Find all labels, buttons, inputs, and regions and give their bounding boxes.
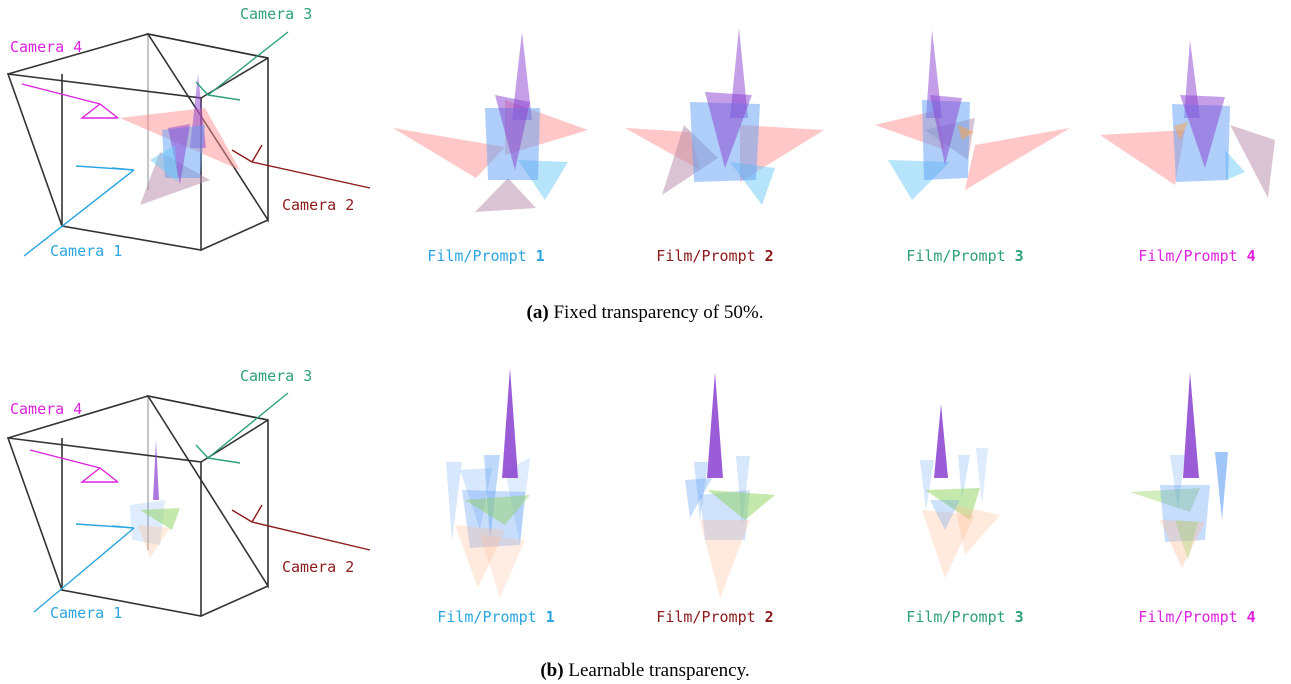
camera-box-a	[6, 32, 269, 251]
camera-3-label: Camera 3	[240, 367, 312, 385]
film-label-prefix: Film/Prompt	[1138, 608, 1246, 626]
film-label-b-2: Film/Prompt 2	[656, 608, 773, 626]
camera-4-label: Camera 4	[10, 38, 82, 56]
caption-a: (a) Fixed transparency of 50%.	[527, 302, 764, 323]
film-render-b-2	[685, 372, 775, 598]
camera-3-label: Camera 3	[240, 5, 312, 23]
caption-b: (b) Learnable transparency.	[540, 660, 749, 681]
camera-1-arrow	[33, 523, 135, 613]
camera-arrows-a	[21, 31, 371, 257]
film-render-b-4	[1130, 372, 1228, 568]
camera-1-label: Camera 1	[50, 604, 122, 622]
film-render-a-2	[625, 28, 824, 205]
panel-b: Camera 4 Camera 3 Camera 2 Camera 1	[6, 367, 1256, 681]
camera-1-label: Camera 1	[50, 242, 122, 260]
film-label-prefix: Film/Prompt	[656, 247, 764, 265]
film-label-b-1: Film/Prompt 1	[437, 608, 554, 626]
film-label-a-2: Film/Prompt 2	[656, 247, 773, 265]
film-render-a-3	[875, 30, 1070, 200]
scene-in-box-b	[130, 440, 180, 558]
camera-3-arrow	[195, 392, 289, 464]
film-label-prefix: Film/Prompt	[906, 247, 1014, 265]
film-render-a-1	[393, 32, 588, 212]
camera-2-arrow	[231, 504, 371, 551]
camera-4-arrow	[21, 83, 119, 119]
caption-a-text: Fixed transparency of 50%.	[549, 302, 764, 323]
film-label-a-1: Film/Prompt 1	[427, 247, 544, 265]
film-label-a-3: Film/Prompt 3	[906, 247, 1023, 265]
film-label-prefix: Film/Prompt	[656, 608, 764, 626]
camera-2-label: Camera 2	[282, 558, 354, 576]
panel-a: Camera 4 Camera 3 Camera 2 Camera 1	[6, 5, 1275, 323]
film-label-number: 3	[1015, 608, 1024, 626]
film-render-b-3	[920, 404, 1000, 578]
film-label-number: 1	[546, 608, 555, 626]
camera-2-arrow	[231, 144, 371, 189]
film-label-number: 2	[765, 608, 774, 626]
film-label-b-4: Film/Prompt 4	[1138, 608, 1255, 626]
caption-a-label: (a)	[527, 302, 549, 323]
film-render-a-4	[1100, 40, 1275, 198]
film-label-number: 4	[1247, 608, 1256, 626]
caption-b-text: Learnable transparency.	[564, 660, 750, 681]
film-label-prefix: Film/Prompt	[1138, 247, 1246, 265]
scene-in-box-a	[120, 74, 240, 205]
camera-3-arrow	[195, 31, 289, 101]
camera-4-label: Camera 4	[10, 400, 82, 418]
film-label-prefix: Film/Prompt	[427, 247, 535, 265]
camera-4-arrow	[29, 449, 119, 483]
camera-box-b	[6, 394, 269, 617]
film-render-b-1	[446, 368, 530, 598]
film-label-number: 3	[1015, 247, 1024, 265]
film-label-number: 4	[1247, 247, 1256, 265]
camera-2-label: Camera 2	[282, 196, 354, 214]
film-label-a-4: Film/Prompt 4	[1138, 247, 1255, 265]
caption-b-label: (b)	[540, 660, 563, 681]
film-label-b-3: Film/Prompt 3	[906, 608, 1023, 626]
film-label-prefix: Film/Prompt	[906, 608, 1014, 626]
film-label-number: 1	[536, 247, 545, 265]
camera-arrows-b	[29, 392, 371, 613]
film-label-prefix: Film/Prompt	[437, 608, 545, 626]
camera-1-arrow	[23, 165, 135, 257]
film-label-number: 2	[765, 247, 774, 265]
